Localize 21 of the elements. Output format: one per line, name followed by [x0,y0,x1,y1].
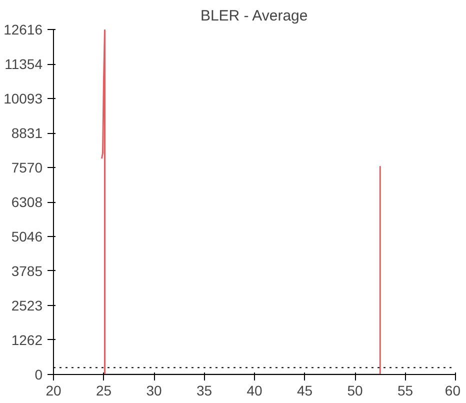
x-tick-label: 55 [397,382,414,398]
y-tick-label: 3785 [11,262,43,279]
x-tick-label: 45 [296,382,313,398]
y-tick-label: 6308 [11,194,43,210]
x-tick-label: 50 [347,382,363,398]
y-tick-label: 5046 [11,228,43,245]
y-tick-label: 1262 [11,332,43,348]
x-tick-label: 35 [196,382,212,398]
x-tick-label: 25 [96,382,112,398]
y-tick-label: 10093 [4,90,43,106]
x-tick-label: 30 [146,382,162,398]
x-tick-label: 60 [444,382,461,398]
y-tick-label: 7570 [11,159,43,176]
y-tick-label: 2523 [11,298,43,314]
y-tick-label: 12616 [4,22,43,38]
chart-title: BLER - Average [200,8,308,24]
y-tick-label: 0 [34,366,43,382]
x-tick-label: 40 [246,382,262,398]
y-tick-label: 11354 [4,56,43,72]
y-tick-label: 8831 [11,125,43,142]
x-tick-label: 20 [46,382,62,398]
